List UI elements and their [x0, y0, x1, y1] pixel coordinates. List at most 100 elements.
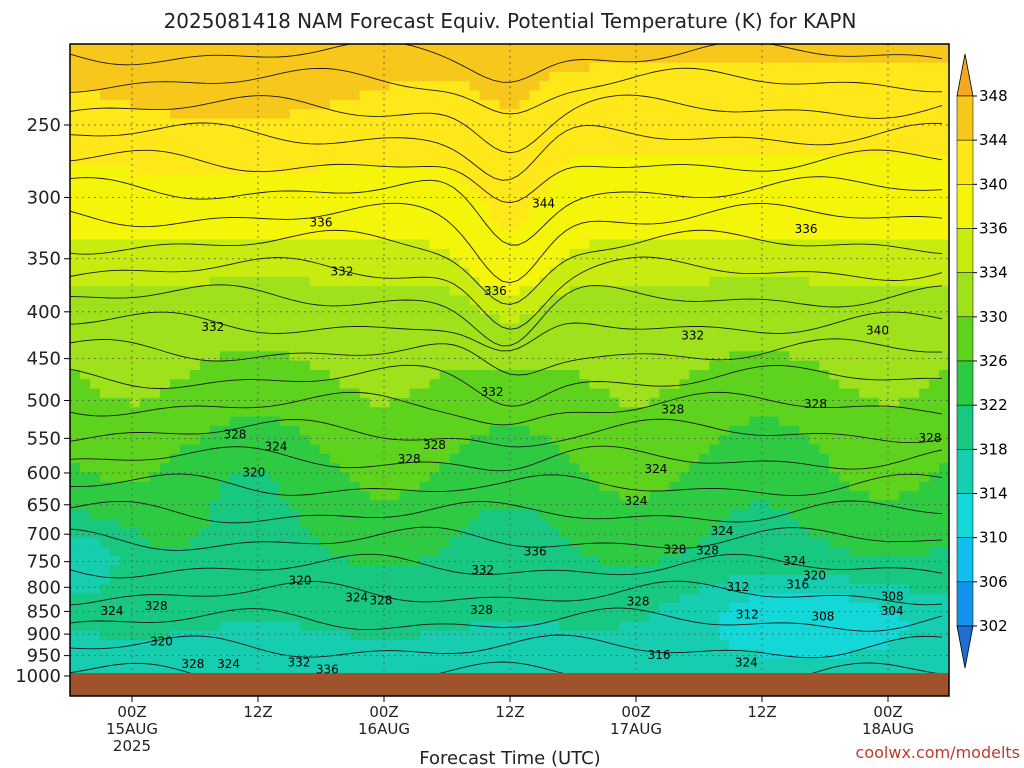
field-cell — [919, 332, 930, 343]
field-cell — [379, 258, 391, 269]
field-cell — [539, 304, 551, 315]
field-cell — [79, 491, 91, 501]
field-cell — [399, 472, 411, 483]
field-cell — [829, 342, 840, 352]
field-cell — [399, 407, 411, 418]
field-cell — [939, 90, 949, 101]
field-cell — [939, 71, 949, 82]
field-cell — [869, 304, 880, 315]
field-cell — [419, 453, 431, 464]
field-cell — [529, 183, 541, 194]
field-cell — [809, 537, 820, 548]
field-cell — [599, 332, 610, 343]
field-cell — [179, 332, 191, 343]
field-cell — [519, 463, 531, 474]
field-cell — [479, 304, 491, 315]
field-cell — [729, 304, 740, 315]
field-cell — [169, 425, 181, 436]
field-cell — [809, 519, 820, 529]
field-cell — [619, 444, 630, 455]
field-cell — [70, 472, 81, 483]
field-cell — [639, 453, 650, 464]
field-cell — [549, 239, 561, 250]
field-cell — [539, 155, 551, 166]
field-cell — [729, 444, 740, 455]
field-cell — [309, 137, 321, 148]
field-cell — [679, 267, 690, 278]
field-cell — [189, 342, 201, 352]
field-cell — [429, 71, 441, 82]
field-cell — [189, 62, 201, 73]
field-cell — [109, 220, 121, 231]
field-cell — [339, 90, 351, 101]
field-cell — [499, 71, 511, 82]
field-cell — [609, 286, 620, 297]
field-cell — [659, 202, 670, 213]
field-cell — [869, 118, 880, 129]
field-cell — [229, 286, 241, 297]
field-cell — [909, 444, 920, 455]
field-cell — [679, 146, 690, 157]
field-cell — [70, 314, 81, 325]
field-cell — [329, 342, 341, 352]
field-cell — [269, 528, 281, 539]
field-cell — [139, 323, 151, 334]
field-cell — [339, 155, 351, 166]
field-cell — [309, 174, 321, 185]
field-cell — [409, 118, 421, 129]
field-cell — [559, 342, 571, 352]
field-cell — [70, 44, 81, 54]
field-cell — [199, 491, 211, 501]
field-cell — [749, 220, 760, 231]
field-cell — [829, 509, 840, 520]
field-cell — [459, 491, 471, 501]
field-cell — [809, 332, 820, 343]
field-cell — [239, 472, 251, 483]
field-cell — [329, 472, 341, 483]
field-cell — [139, 155, 151, 166]
field-cell — [609, 174, 620, 185]
field-cell — [479, 556, 491, 567]
field-cell — [139, 211, 151, 222]
field-cell — [499, 556, 511, 567]
field-cell — [759, 44, 770, 54]
field-cell — [859, 286, 870, 297]
field-cell — [489, 556, 501, 567]
field-cell — [429, 155, 441, 166]
field-cell — [879, 304, 890, 315]
field-cell — [389, 314, 401, 325]
field-cell — [799, 230, 810, 241]
field-cell — [419, 370, 431, 380]
field-cell — [70, 360, 81, 371]
field-cell — [409, 491, 421, 501]
field-cell — [299, 537, 311, 548]
field-cell — [279, 193, 291, 203]
field-cell — [369, 193, 381, 203]
field-cell — [209, 81, 221, 92]
field-cell — [119, 286, 131, 297]
field-cell — [349, 165, 361, 175]
field-cell — [239, 556, 251, 567]
field-cell — [329, 118, 341, 129]
field-cell — [179, 165, 191, 175]
field-cell — [159, 314, 171, 325]
field-cell — [129, 537, 141, 548]
field-cell — [839, 379, 850, 390]
field-cell — [209, 416, 221, 427]
field-cell — [219, 314, 231, 325]
field-cell — [579, 351, 591, 362]
field-cell — [789, 481, 800, 492]
field-cell — [489, 332, 501, 343]
field-cell — [369, 519, 381, 529]
field-cell — [779, 202, 790, 213]
field-cell — [89, 463, 101, 474]
field-cell — [579, 397, 591, 408]
field-cell — [659, 62, 670, 73]
field-cell — [329, 127, 341, 138]
field-cell — [359, 53, 371, 64]
field-cell — [439, 370, 451, 380]
field-cell — [79, 174, 91, 185]
field-cell — [579, 202, 591, 213]
field-cell — [70, 230, 81, 241]
